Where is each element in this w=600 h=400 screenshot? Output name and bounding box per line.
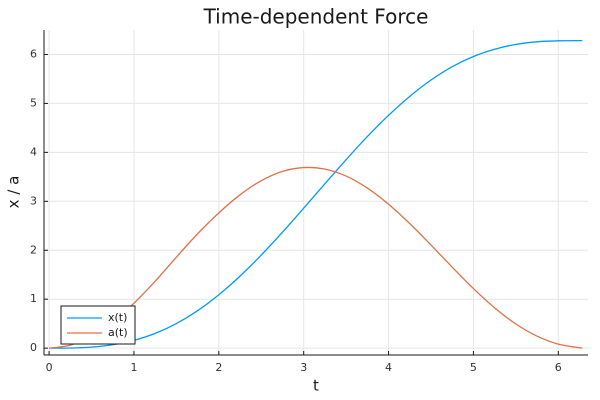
x-tick-label: 1 [130, 361, 137, 374]
x-ticks: 0 1 2 3 4 5 6 [46, 351, 562, 374]
legend-label-x: x(t) [108, 311, 127, 324]
x-tick-label: 6 [555, 361, 562, 374]
y-tick-label: 4 [30, 145, 37, 158]
y-axis-label: x / a [5, 176, 23, 209]
x-tick-label: 3 [300, 361, 307, 374]
y-tick-label: 0 [30, 341, 37, 354]
x-tick-label: 0 [46, 361, 53, 374]
series-line-x [49, 39, 583, 349]
x-tick-label: 2 [215, 361, 222, 374]
legend: x(t) a(t) [60, 305, 136, 345]
y-tick-label: 1 [30, 292, 37, 305]
y-tick-label: 2 [30, 243, 37, 256]
series-lines [48, 39, 583, 349]
legend-label-a: a(t) [108, 326, 128, 339]
y-tick-label: 5 [30, 96, 37, 109]
y-tick-label: 6 [30, 47, 37, 60]
y-tick-label: 3 [30, 194, 37, 207]
x-tick-label: 5 [470, 361, 477, 374]
grid [44, 30, 588, 355]
x-axis-label: t [313, 377, 319, 395]
axes [43, 30, 588, 356]
y-ticks: 0 1 2 3 4 5 6 [30, 47, 48, 354]
series-line-a [48, 166, 583, 349]
x-tick-label: 4 [385, 361, 392, 374]
chart-title: Time-dependent Force [203, 5, 429, 29]
legend-box [60, 305, 136, 345]
